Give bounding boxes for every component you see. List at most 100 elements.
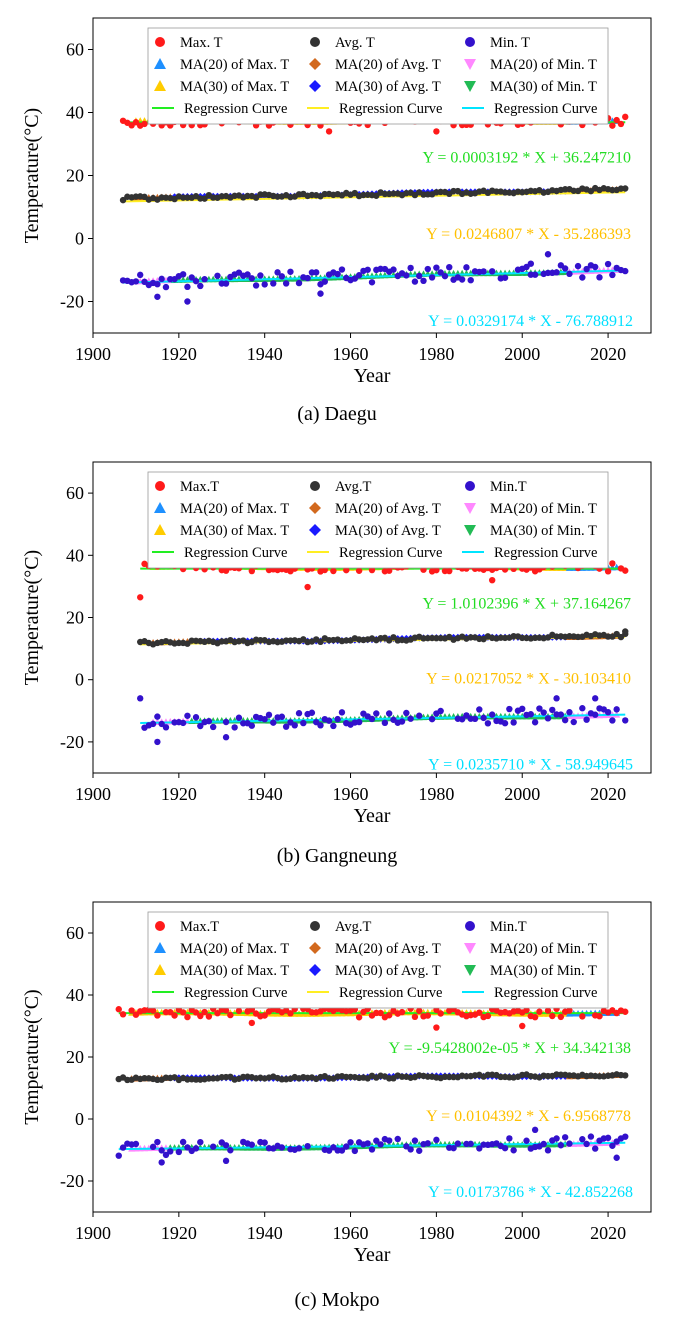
legend-label: Max. T bbox=[180, 35, 223, 51]
legend-label: MA(20) of Min. T bbox=[490, 57, 597, 73]
y-tick-label: -20 bbox=[60, 1171, 84, 1191]
data-point bbox=[411, 1137, 419, 1144]
data-point bbox=[596, 1013, 603, 1020]
legend-marker bbox=[309, 58, 321, 70]
data-point bbox=[617, 120, 625, 128]
data-point bbox=[428, 274, 436, 281]
legend: Max. T Avg. T Min. T MA(20) of Max. T MA(20)… bbox=[147, 27, 609, 125]
data-point bbox=[622, 1133, 629, 1140]
data-point bbox=[338, 1147, 346, 1154]
legend-label: MA(20) of Max. T bbox=[180, 57, 289, 73]
y-tick-label: 40 bbox=[66, 545, 84, 565]
y-axis-label: Temperature(°C) bbox=[21, 108, 43, 243]
legend-marker bbox=[464, 965, 476, 976]
legend-marker bbox=[464, 943, 476, 954]
data-point bbox=[313, 269, 320, 276]
y-axis-label: Temperature(°C) bbox=[21, 550, 43, 685]
data-point bbox=[355, 567, 363, 574]
data-point bbox=[295, 710, 303, 717]
y-axis-label: Temperature(°C) bbox=[21, 989, 43, 1124]
data-point bbox=[604, 708, 612, 716]
data-point bbox=[531, 719, 539, 726]
data-point bbox=[214, 1009, 221, 1017]
legend-label: Avg.T bbox=[335, 479, 372, 495]
data-point bbox=[222, 1007, 230, 1014]
regression-equation: Y = 0.0104392 * X - 6.9568778 bbox=[426, 1108, 631, 1125]
data-point bbox=[149, 1143, 157, 1151]
legend-label: Regression Curve bbox=[339, 985, 443, 1001]
data-point bbox=[458, 276, 466, 283]
data-point bbox=[411, 278, 419, 285]
data-point bbox=[132, 119, 140, 126]
data-point bbox=[609, 560, 616, 567]
data-point bbox=[222, 1142, 230, 1149]
regression-equation: Y = 0.0173786 * X - 42.852268 bbox=[428, 1184, 633, 1201]
data-point bbox=[343, 566, 350, 574]
data-point bbox=[506, 705, 513, 713]
legend-marker bbox=[155, 921, 165, 931]
legend-label: Max.T bbox=[180, 919, 219, 935]
data-point bbox=[222, 718, 230, 726]
data-point bbox=[609, 717, 616, 724]
data-point bbox=[197, 282, 204, 290]
legend-marker bbox=[465, 37, 475, 47]
data-point bbox=[282, 723, 290, 730]
chart-panel-3: -20 0 20 40 60 1900 1920 1940 1960 1980 2000 2020 Te… bbox=[21, 901, 652, 1311]
data-layer bbox=[119, 109, 629, 305]
data-point bbox=[377, 1141, 384, 1148]
data-point bbox=[373, 710, 380, 717]
data-point bbox=[433, 1136, 440, 1144]
legend-label: Regression Curve bbox=[494, 545, 598, 561]
data-point bbox=[622, 185, 629, 192]
data-point bbox=[527, 260, 535, 267]
data-point bbox=[531, 1014, 539, 1021]
regression-equation: Y = 1.0102396 * X + 37.164267 bbox=[422, 596, 631, 613]
data-point bbox=[592, 695, 599, 702]
data-point bbox=[416, 1147, 423, 1154]
data-point bbox=[592, 263, 599, 271]
data-point bbox=[295, 279, 303, 287]
data-point bbox=[488, 711, 496, 718]
legend-label: Regression Curve bbox=[494, 101, 598, 117]
data-layer bbox=[137, 553, 629, 746]
data-point bbox=[154, 738, 161, 746]
data-point bbox=[390, 266, 397, 273]
data-point bbox=[501, 1144, 509, 1152]
data-point bbox=[158, 1147, 165, 1154]
x-tick-label: 2000 bbox=[504, 784, 540, 804]
data-point bbox=[291, 722, 298, 729]
data-point bbox=[179, 271, 187, 278]
data-point bbox=[385, 567, 393, 574]
data-point bbox=[265, 711, 273, 719]
data-point bbox=[248, 275, 256, 282]
y-tick-label: 60 bbox=[66, 923, 84, 943]
data-point bbox=[351, 275, 359, 282]
data-point bbox=[192, 277, 200, 285]
data-point bbox=[446, 263, 453, 271]
data-point bbox=[317, 290, 324, 297]
data-point bbox=[557, 1013, 565, 1021]
legend: Max.T Avg.T Min.T MA(20) of Max. T MA(20) of… bbox=[147, 911, 609, 1009]
x-tick-label: 2020 bbox=[590, 1223, 626, 1243]
data-point bbox=[248, 1141, 256, 1148]
data-point bbox=[604, 568, 612, 575]
regression-line bbox=[140, 713, 626, 724]
data-point bbox=[364, 266, 371, 273]
data-point bbox=[154, 293, 161, 300]
legend-label: Min.T bbox=[490, 919, 527, 935]
data-point bbox=[484, 720, 492, 727]
data-point bbox=[476, 1145, 483, 1152]
x-tick-label: 1980 bbox=[418, 344, 454, 364]
data-point bbox=[403, 709, 410, 717]
data-point bbox=[613, 116, 620, 124]
data-point bbox=[158, 720, 165, 728]
data-point bbox=[304, 583, 311, 591]
legend-label: MA(30) of Avg. T bbox=[335, 79, 441, 95]
data-point bbox=[205, 717, 213, 725]
regression-equation: Y = -9.5428002e-05 * X + 34.342138 bbox=[389, 1040, 631, 1057]
legend-marker bbox=[464, 59, 476, 70]
data-point bbox=[437, 1010, 444, 1017]
data-point bbox=[544, 1147, 552, 1154]
data-point bbox=[566, 270, 573, 278]
data-point bbox=[252, 282, 260, 289]
